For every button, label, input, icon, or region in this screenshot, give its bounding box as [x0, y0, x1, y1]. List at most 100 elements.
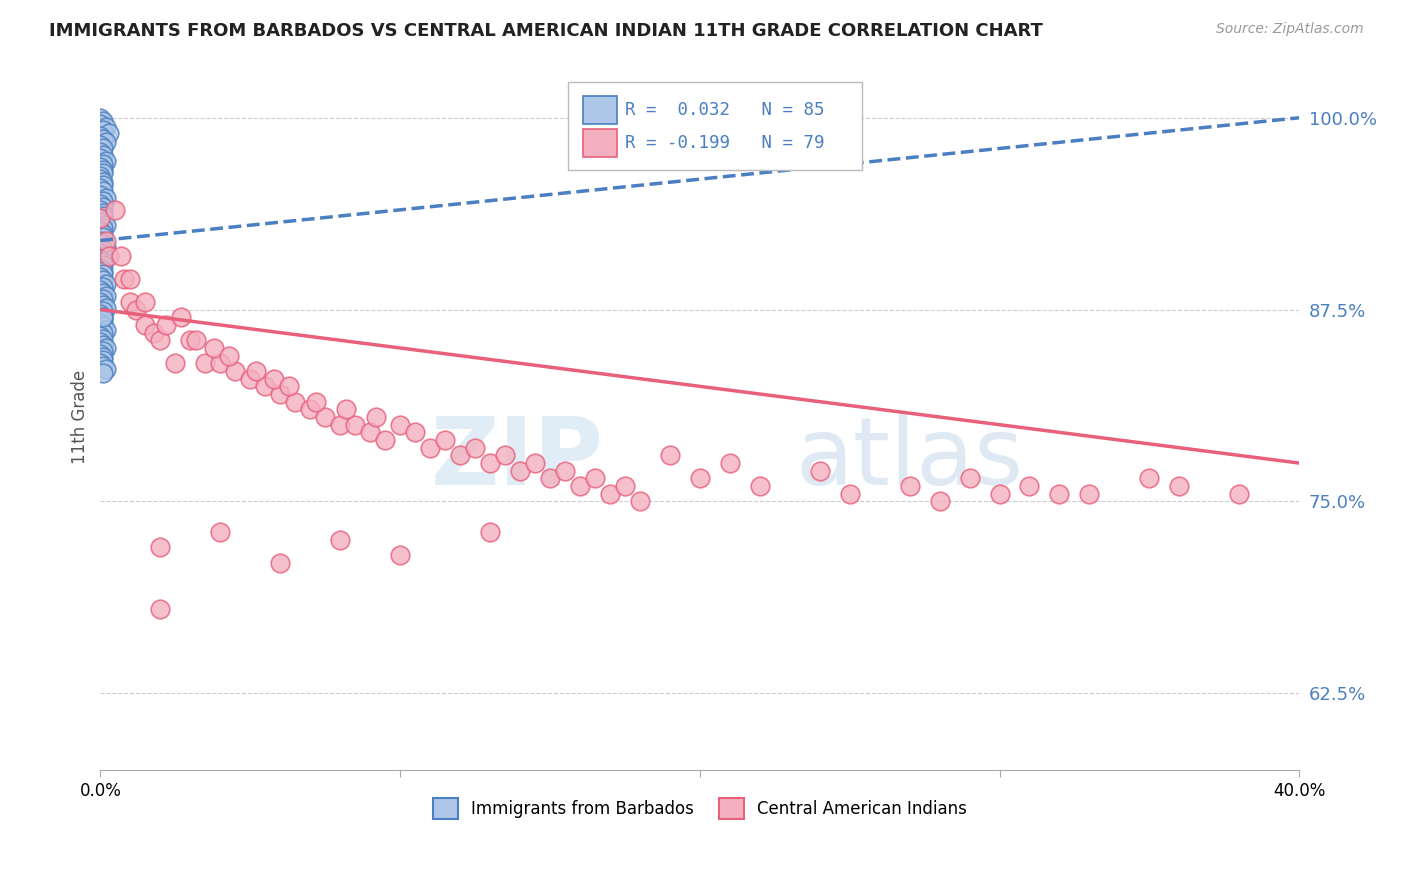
Point: [170, 310, 193, 325]
Point: [96, 218, 118, 232]
Point: [96, 277, 118, 291]
Point: [120, 294, 142, 309]
Point: [93, 147, 115, 161]
Point: [149, 602, 172, 616]
Point: [194, 356, 217, 370]
Point: [96, 190, 118, 204]
Point: [89, 160, 111, 174]
Point: [494, 449, 516, 463]
Point: [125, 302, 148, 317]
Point: [143, 326, 166, 340]
Point: [89, 294, 111, 309]
Point: [335, 402, 357, 417]
Point: [928, 494, 950, 508]
Point: [96, 322, 118, 336]
Text: R =  0.032   N = 85: R = 0.032 N = 85: [626, 101, 825, 119]
Point: [419, 441, 441, 455]
Point: [134, 294, 156, 309]
Point: [269, 387, 291, 401]
Point: [245, 364, 267, 378]
Point: [89, 211, 111, 225]
Point: [93, 200, 115, 214]
Point: [89, 334, 111, 349]
Point: [149, 541, 172, 555]
Point: [93, 310, 115, 325]
Point: [305, 394, 328, 409]
Point: [478, 456, 501, 470]
Point: [89, 169, 111, 183]
Point: [93, 227, 115, 242]
Point: [89, 307, 111, 321]
Legend: Immigrants from Barbados, Central American Indians: Immigrants from Barbados, Central Americ…: [426, 791, 974, 825]
Point: [89, 261, 111, 276]
Point: [1078, 487, 1101, 501]
Point: [93, 310, 115, 325]
Point: [93, 175, 115, 189]
Point: [93, 157, 115, 171]
Point: [898, 479, 921, 493]
Point: [263, 372, 285, 386]
Point: [89, 181, 111, 195]
Point: [464, 441, 486, 455]
Point: [134, 318, 156, 332]
Point: [93, 206, 115, 220]
Point: [96, 301, 118, 315]
Point: [628, 494, 651, 508]
Point: [89, 356, 111, 370]
Point: [89, 347, 111, 361]
Point: [93, 258, 115, 272]
Point: [1137, 471, 1160, 485]
Point: [110, 249, 132, 263]
Point: [89, 212, 111, 227]
Point: [89, 202, 111, 217]
Point: [89, 252, 111, 266]
Point: [93, 292, 115, 306]
Point: [89, 245, 111, 260]
Text: R = -0.199   N = 79: R = -0.199 N = 79: [626, 134, 825, 153]
Point: [93, 236, 115, 251]
Point: [120, 272, 142, 286]
Point: [89, 151, 111, 165]
Point: [299, 402, 322, 417]
Point: [93, 215, 115, 229]
Point: [93, 243, 115, 257]
Point: [209, 356, 232, 370]
Text: IMMIGRANTS FROM BARBADOS VS CENTRAL AMERICAN INDIAN 11TH GRADE CORRELATION CHART: IMMIGRANTS FROM BARBADOS VS CENTRAL AMER…: [49, 22, 1043, 40]
Point: [179, 333, 201, 347]
Point: [838, 487, 860, 501]
Point: [186, 333, 208, 347]
Point: [93, 338, 115, 352]
Point: [165, 356, 187, 370]
Point: [449, 449, 471, 463]
Point: [98, 249, 121, 263]
Point: [93, 268, 115, 282]
Point: [96, 153, 118, 168]
Point: [568, 479, 591, 493]
Point: [93, 273, 115, 287]
Point: [748, 479, 770, 493]
Point: [988, 487, 1011, 501]
Point: [93, 221, 115, 235]
Point: [98, 126, 121, 140]
Point: [96, 120, 118, 134]
Point: [96, 234, 118, 248]
Point: [218, 349, 240, 363]
Point: [254, 379, 277, 393]
Point: [93, 319, 115, 334]
Point: [1227, 487, 1250, 501]
FancyBboxPatch shape: [583, 95, 617, 124]
Point: [808, 464, 831, 478]
Point: [1168, 479, 1191, 493]
Point: [389, 548, 412, 562]
Point: [509, 464, 531, 478]
Point: [434, 433, 457, 447]
Point: [89, 187, 111, 202]
Point: [344, 417, 367, 432]
Point: [89, 234, 111, 248]
Point: [96, 136, 118, 150]
Point: [104, 202, 127, 217]
Point: [689, 471, 711, 485]
Point: [89, 283, 111, 297]
Point: [523, 456, 546, 470]
Point: [202, 341, 225, 355]
